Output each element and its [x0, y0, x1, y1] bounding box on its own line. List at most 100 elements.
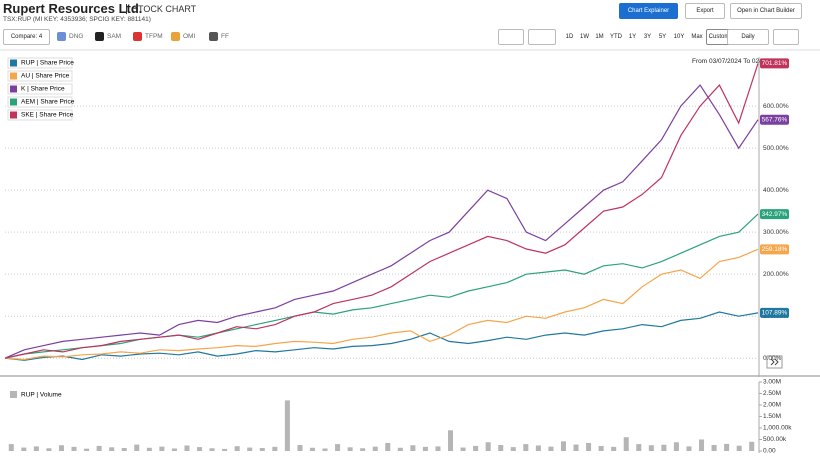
volume-bar	[435, 446, 441, 451]
volume-bar	[648, 445, 654, 451]
range-button[interactable]: 10Y	[670, 29, 688, 45]
volume-bar	[234, 446, 240, 451]
volume-bar	[222, 448, 228, 451]
volume-bar	[360, 448, 366, 451]
settings-button[interactable]	[773, 29, 799, 45]
volume-bar	[573, 444, 579, 451]
range-button[interactable]: 1Y	[625, 29, 640, 45]
series-line	[4, 248, 759, 361]
range-button[interactable]: 1D	[562, 29, 577, 45]
chart-explainer-button[interactable]: Chart Explainer	[619, 3, 678, 19]
ticker-icon[interactable]	[95, 32, 104, 41]
volume-bar	[686, 446, 692, 451]
function-button[interactable]	[498, 29, 524, 45]
volume-bar	[297, 445, 303, 451]
legend-swatch	[10, 72, 17, 80]
volume-bar	[473, 445, 479, 451]
range-button[interactable]: Max	[688, 29, 706, 45]
range-button[interactable]: 1W	[577, 29, 592, 45]
y-tick-label: 1,000.00k	[763, 425, 792, 432]
end-label: 259.18%	[762, 246, 788, 253]
y-tick-label: 500.00k	[763, 436, 787, 443]
volume-bar	[611, 446, 617, 451]
y-tick-label: 300.00%	[763, 229, 789, 236]
chart-type-button[interactable]	[528, 29, 556, 45]
legend-swatch	[10, 98, 17, 106]
end-label: 342.97%	[762, 211, 788, 218]
y-tick-label: 0.00%	[763, 355, 782, 362]
volume-bar	[146, 447, 152, 451]
y-tick-label: 400.00%	[763, 187, 789, 194]
volume-bar	[284, 400, 290, 451]
ticker-label[interactable]: SAM	[107, 33, 122, 40]
ticker-label[interactable]: FF	[221, 33, 229, 40]
legend-label: AU | Share Price	[21, 73, 70, 80]
volume-bar	[21, 447, 27, 451]
legend-label: RUP | Share Price	[21, 60, 74, 67]
y-tick-label: 2.50M	[763, 390, 781, 397]
y-tick-label: 500.00%	[763, 145, 789, 152]
end-label: 567.76%	[762, 116, 788, 123]
ticker-icon[interactable]	[171, 32, 180, 41]
ticker-label[interactable]: TFPM	[145, 33, 163, 40]
volume-bar	[372, 446, 378, 451]
y-tick-label: 200.00%	[763, 271, 789, 278]
volume-bar	[335, 444, 341, 451]
series-line	[4, 84, 759, 359]
volume-bar	[109, 447, 115, 451]
series-line	[4, 311, 759, 361]
legend-swatch	[10, 85, 17, 93]
legend-box	[7, 109, 73, 121]
y-tick-label: 3.00M	[763, 379, 781, 386]
volume-bar	[197, 447, 203, 451]
volume-bar	[623, 437, 629, 451]
volume-bar	[586, 442, 592, 451]
ticker-label[interactable]: DNG	[69, 33, 84, 40]
ticker-icon[interactable]	[57, 32, 66, 41]
subtitle: TSX:RUP (MI KEY: 4353936; SPCIG KEY: 881…	[3, 16, 151, 23]
volume-bar	[184, 445, 190, 451]
volume-bar	[309, 447, 315, 451]
volume-bar	[209, 448, 215, 451]
range-button[interactable]: YTD	[607, 29, 625, 45]
export-button[interactable]: Export	[685, 3, 725, 19]
volume-bar	[96, 445, 102, 451]
series-line	[4, 63, 759, 359]
end-label: 107.89%	[762, 310, 788, 317]
legend-label: AEM | Share Price	[21, 99, 75, 106]
y-tick-label: 1.50M	[763, 413, 781, 420]
frequency-dropdown[interactable]: Daily	[727, 29, 769, 45]
volume-bar	[548, 446, 554, 451]
volume-bar	[535, 445, 541, 451]
end-label-bg	[760, 114, 789, 125]
volume-bar	[736, 445, 742, 451]
ticker-icon[interactable]	[209, 32, 218, 41]
legend-swatch	[10, 111, 17, 119]
range-button[interactable]: 5Y	[655, 29, 670, 45]
range-button[interactable]: 3Y	[640, 29, 655, 45]
volume-bar	[661, 444, 667, 451]
compare-dropdown[interactable]: Compare: 4	[3, 29, 50, 45]
date-range: From 03/07/2024 To 02/23/2026	[692, 58, 785, 65]
chart-builder-button[interactable]: Open in Chart Builder	[730, 3, 802, 19]
range-button[interactable]: 1M	[592, 29, 607, 45]
legend-swatch	[10, 391, 17, 398]
company-title: Rupert Resources Ltd.	[3, 1, 143, 16]
ticker-label[interactable]: OMI	[183, 33, 196, 40]
volume-bar	[46, 448, 52, 451]
volume-bar	[347, 447, 353, 451]
volume-bar	[247, 447, 253, 451]
volume-bar	[673, 442, 679, 451]
ticker-icon[interactable]	[133, 32, 142, 41]
legend-box	[7, 83, 73, 95]
volume-bar	[460, 447, 466, 451]
end-label-bg	[760, 58, 789, 69]
volume-bar	[121, 448, 127, 451]
legend-label: SKE | Share Price	[21, 112, 74, 119]
series-line	[4, 213, 759, 359]
volume-bar	[510, 447, 516, 451]
volume-bar	[322, 448, 328, 451]
end-label: 701.81%	[762, 60, 788, 67]
